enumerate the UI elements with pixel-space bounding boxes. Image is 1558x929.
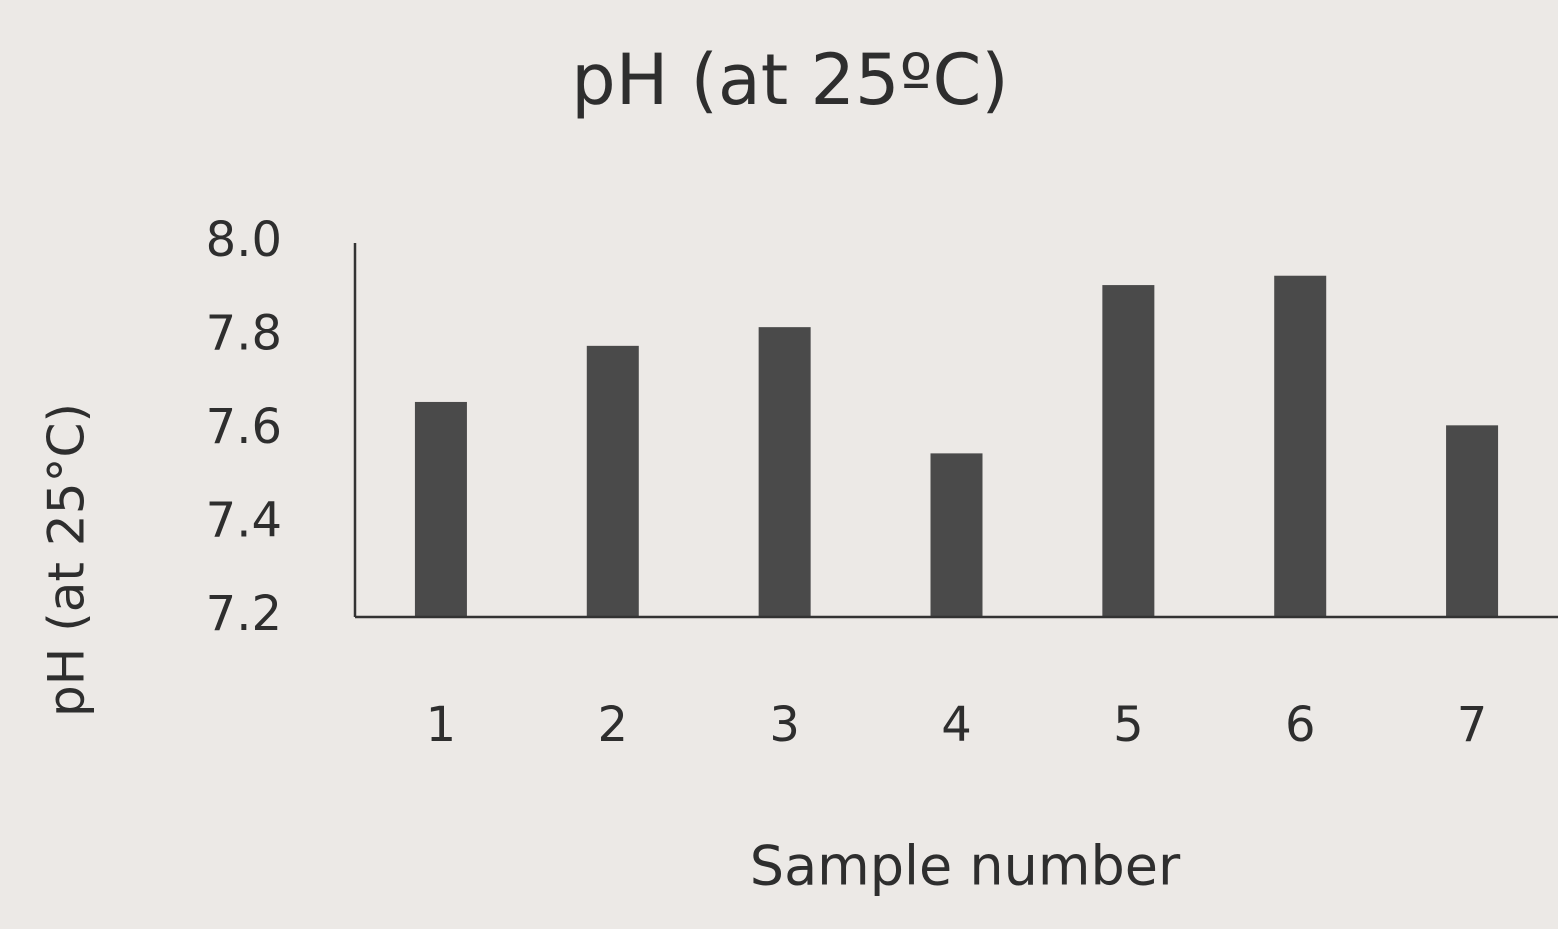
x-tick-label: 5 bbox=[1113, 697, 1144, 753]
bar bbox=[586, 345, 639, 617]
chart-title: pH (at 25ºC) bbox=[571, 39, 1008, 121]
y-tick-label: 7.4 bbox=[206, 493, 282, 549]
x-tick-label: 1 bbox=[426, 697, 457, 753]
bar bbox=[1102, 285, 1155, 617]
bar bbox=[1446, 425, 1499, 617]
bar bbox=[930, 453, 983, 617]
y-tick-label: 7.6 bbox=[206, 399, 282, 455]
x-tick-label: 2 bbox=[598, 697, 629, 753]
y-tick-label: 7.2 bbox=[206, 586, 282, 642]
x-tick-label: 3 bbox=[769, 697, 800, 753]
bar bbox=[1274, 275, 1327, 617]
y-tick-label: 8.0 bbox=[206, 212, 282, 268]
bar bbox=[758, 327, 811, 617]
x-axis-label: Sample number bbox=[750, 835, 1181, 898]
y-axis-label: pH (at 25°C) bbox=[38, 403, 96, 717]
x-tick-label: 6 bbox=[1285, 697, 1316, 753]
y-tick-label: 7.8 bbox=[206, 306, 282, 362]
x-tick-label: 7 bbox=[1457, 697, 1488, 753]
x-tick-label: 4 bbox=[941, 697, 972, 753]
bar bbox=[414, 401, 467, 617]
